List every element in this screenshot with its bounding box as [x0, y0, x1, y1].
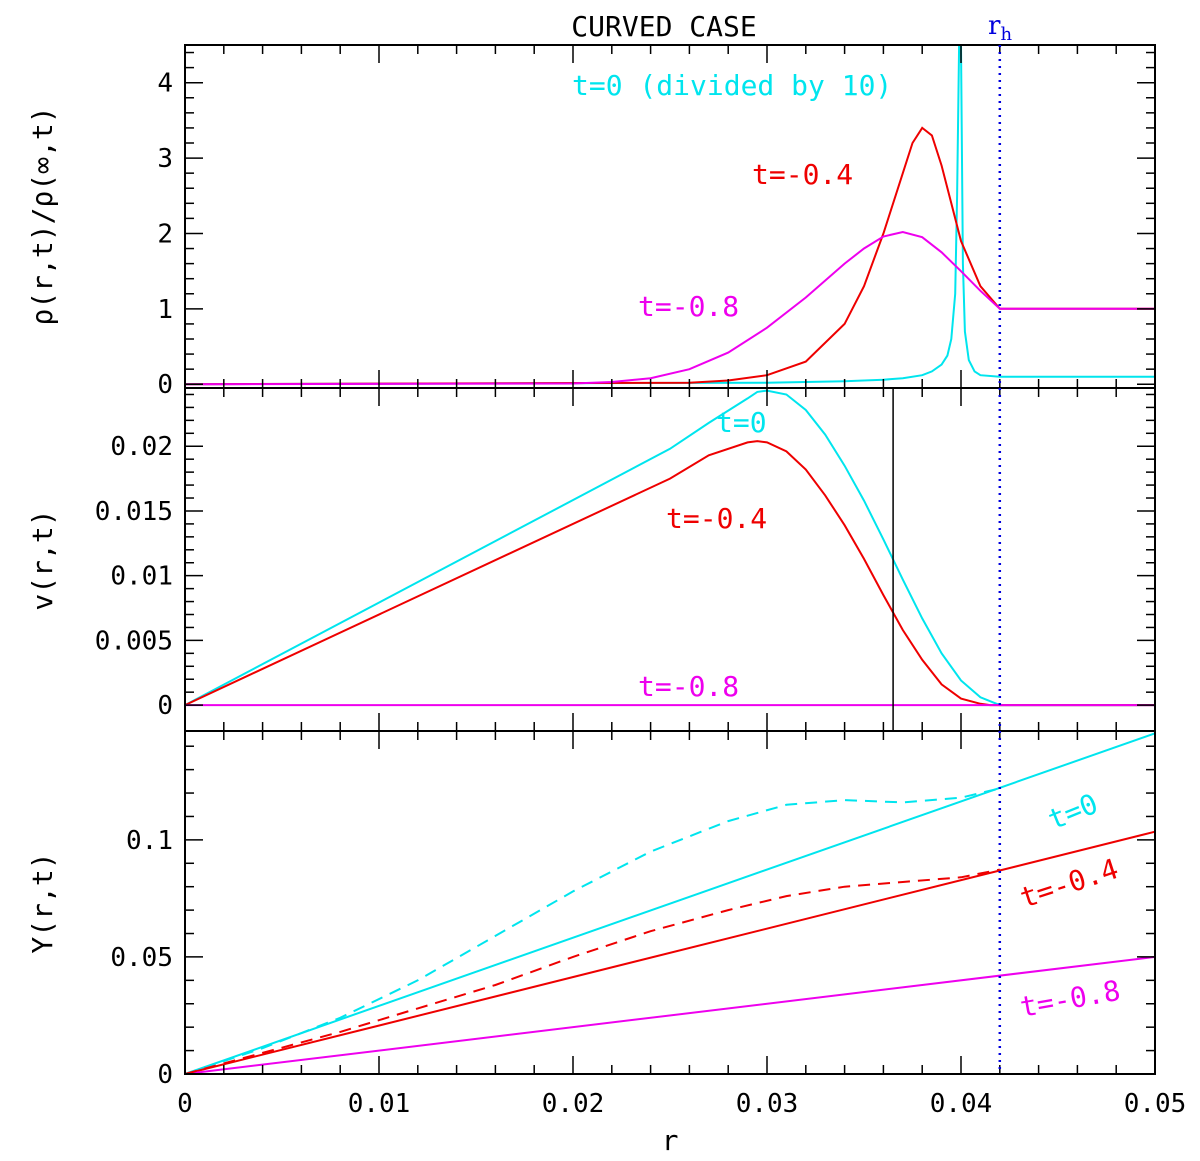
Y-ytick-label: 0.1	[126, 826, 173, 856]
Y-xtick-label: 0	[177, 1089, 193, 1119]
velocity-y-axis-label: v(r,t)	[26, 509, 59, 610]
y-series-lines	[184, 732, 1156, 1075]
Y-xtick-label: 0.01	[348, 1089, 411, 1119]
y-annotation-t04: t=-0.4	[1016, 852, 1122, 915]
y-ticks: 0 0.01 0.02 0.03 0.04 0.05 0 0.05 0.1	[110, 731, 1186, 1119]
Y-xtick-label: 0.03	[736, 1089, 799, 1119]
velocity-annotation-t0: t=0	[716, 406, 767, 439]
velocity-annotation-t04: t=-0.4	[666, 502, 767, 535]
Y-line-t04-dashed	[184, 868, 1000, 1075]
y-panel: 0 0.01 0.02 0.03 0.04 0.05 0 0.05 0.1 t=0 t=-0.4…	[110, 730, 1186, 1119]
rh-label-main: r	[988, 11, 1001, 41]
y-annotation-t08: t=-0.8	[1017, 974, 1122, 1024]
rho-ytick-label: 2	[157, 219, 173, 249]
rho-ytick-label: 3	[157, 144, 173, 174]
v-line-t04	[184, 440, 1155, 707]
x-axis-label: r	[662, 1124, 679, 1157]
chart-title: CURVED CASE	[571, 10, 756, 43]
rho-annotation-t08: t=-0.8	[638, 290, 739, 323]
Y-xtick-label: 0.02	[542, 1089, 605, 1119]
rh-label: rh	[988, 11, 1012, 45]
rho-y-axis-label: ρ(r,t)/ρ(∞,t)	[26, 106, 59, 325]
rho-series-lines	[184, 44, 1155, 386]
rho-ytick-label: 1	[157, 295, 173, 325]
v-ytick-label: 0	[157, 691, 173, 721]
y-y-axis-label: Y(r,t)	[26, 852, 59, 953]
rho-annotation-t04: t=-0.4	[752, 158, 853, 191]
rho-ytick-label: 4	[157, 69, 173, 99]
rho-ticks: 0 1 2 3 4	[157, 45, 1156, 400]
rho-ytick-label: 0	[157, 370, 173, 400]
rho-line-t04	[184, 126, 1155, 386]
y-frame	[184, 730, 1156, 1075]
Y-line-t04	[184, 830, 1156, 1075]
rho-annotation-t0: t=0 (divided by 10)	[572, 69, 892, 102]
Y-ytick-label: 0.05	[110, 943, 173, 973]
velocity-annotation-t08: t=-0.8	[638, 670, 739, 703]
velocity-series-lines	[184, 388, 1155, 731]
Y-ytick-label: 0	[157, 1060, 173, 1090]
Y-xtick-label: 0.05	[1124, 1089, 1187, 1119]
y-annotation-t0: t=0	[1043, 787, 1102, 837]
velocity-ticks: 0 0.005 0.01 0.015 0.02	[95, 388, 1156, 731]
rho-panel: 0 1 2 3 4 t=0 (divided by 10) t=-0.4 t=-0.8	[157, 44, 1156, 400]
v-ytick-label: 0.015	[95, 497, 173, 527]
rho-line-t0	[184, 44, 1155, 386]
v-ytick-label: 0.005	[95, 626, 173, 656]
rh-label-sub: h	[1000, 24, 1012, 45]
Y-line-t0	[184, 732, 1156, 1075]
Y-line-t08	[184, 955, 1156, 1075]
v-ytick-label: 0.02	[110, 432, 173, 462]
Y-xtick-label: 0.04	[930, 1089, 993, 1119]
rho-line-t08	[184, 230, 1155, 386]
velocity-panel: 0 0.005 0.01 0.015 0.02 t=0 t=-0.4 t=-0.8	[95, 387, 1156, 732]
v-line-t0	[184, 389, 1155, 707]
v-ytick-label: 0.01	[110, 562, 173, 592]
Y-line-t0-dashed	[184, 787, 1001, 1075]
